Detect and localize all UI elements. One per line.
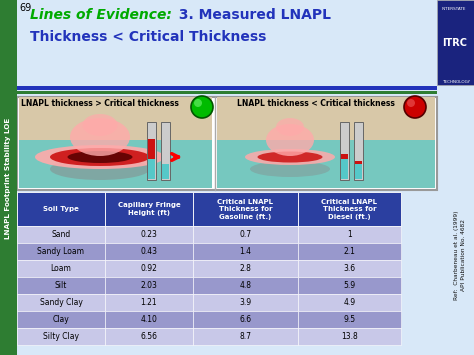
- Text: 6.6: 6.6: [239, 315, 252, 324]
- Text: 1.4: 1.4: [239, 247, 252, 256]
- Bar: [105, 294, 193, 311]
- Ellipse shape: [70, 118, 130, 156]
- Bar: [298, 294, 401, 311]
- Text: 69: 69: [19, 3, 31, 13]
- Text: Clay: Clay: [53, 315, 69, 324]
- Text: 2.1: 2.1: [344, 247, 356, 256]
- Text: 9.5: 9.5: [344, 315, 356, 324]
- Text: 13.8: 13.8: [341, 332, 358, 341]
- Ellipse shape: [50, 158, 150, 180]
- Bar: [193, 243, 298, 260]
- Text: Ref:  Charbeneau et al. (1999)
API Publication No. 4682: Ref: Charbeneau et al. (1999) API Public…: [454, 210, 466, 300]
- Text: 0.43: 0.43: [140, 247, 157, 256]
- Bar: [193, 328, 298, 345]
- Circle shape: [194, 99, 202, 107]
- Bar: [298, 277, 401, 294]
- Text: 8.7: 8.7: [239, 332, 252, 341]
- Text: Lines of Evidence:: Lines of Evidence:: [30, 8, 172, 22]
- Ellipse shape: [82, 114, 118, 136]
- Text: 3.9: 3.9: [239, 298, 252, 307]
- Text: 0.7: 0.7: [239, 230, 252, 239]
- Bar: [105, 260, 193, 277]
- Text: 6.56: 6.56: [140, 332, 157, 341]
- Text: LNAPL thickness < Critical thickness: LNAPL thickness < Critical thickness: [237, 99, 395, 108]
- Bar: [148, 159, 155, 179]
- Bar: [298, 192, 401, 226]
- Text: Sandy Clay: Sandy Clay: [39, 298, 82, 307]
- Bar: [298, 260, 401, 277]
- Text: Silt: Silt: [55, 281, 67, 290]
- Bar: [17, 243, 105, 260]
- Text: 0.92: 0.92: [141, 264, 157, 273]
- Bar: [193, 294, 298, 311]
- Bar: [437, 0, 474, 85]
- Ellipse shape: [35, 145, 165, 169]
- FancyBboxPatch shape: [17, 97, 437, 190]
- Text: Soil Type: Soil Type: [43, 206, 79, 212]
- Bar: [193, 311, 298, 328]
- Text: Silty Clay: Silty Clay: [43, 332, 79, 341]
- Bar: [105, 192, 193, 226]
- Bar: [193, 260, 298, 277]
- Ellipse shape: [245, 149, 335, 165]
- Bar: [17, 311, 105, 328]
- Bar: [298, 243, 401, 260]
- Text: INTERSTATE: INTERSTATE: [442, 7, 466, 11]
- Text: Thickness < Critical Thickness: Thickness < Critical Thickness: [30, 30, 266, 44]
- Bar: [0, 0, 17, 355]
- Text: 1: 1: [347, 230, 352, 239]
- Text: 3.6: 3.6: [344, 264, 356, 273]
- Bar: [217, 140, 435, 188]
- Text: 2.8: 2.8: [239, 264, 251, 273]
- Bar: [298, 226, 401, 243]
- Bar: [17, 91, 437, 94]
- Text: Critical LNAPL
Thickness for
Diesel (ft.): Critical LNAPL Thickness for Diesel (ft.…: [321, 198, 377, 219]
- Bar: [193, 192, 298, 226]
- Text: 4.8: 4.8: [239, 281, 252, 290]
- Bar: [147, 122, 156, 180]
- Bar: [105, 226, 193, 243]
- Text: 1.21: 1.21: [141, 298, 157, 307]
- Text: Sandy Loam: Sandy Loam: [37, 247, 84, 256]
- Bar: [105, 328, 193, 345]
- Text: 2.03: 2.03: [141, 281, 157, 290]
- Text: Sand: Sand: [51, 230, 71, 239]
- Ellipse shape: [257, 152, 322, 163]
- Text: TECHNOLOGY: TECHNOLOGY: [442, 80, 470, 84]
- Circle shape: [407, 99, 415, 107]
- Bar: [17, 277, 105, 294]
- Text: Critical LNAPL
Thickness for
Gasoline (ft.): Critical LNAPL Thickness for Gasoline (f…: [218, 198, 273, 219]
- Bar: [355, 161, 362, 164]
- Bar: [298, 328, 401, 345]
- Text: Loam: Loam: [51, 264, 72, 273]
- Bar: [105, 311, 193, 328]
- Text: Capillary Fringe
Height (ft): Capillary Fringe Height (ft): [118, 202, 181, 216]
- Bar: [17, 328, 105, 345]
- Bar: [105, 243, 193, 260]
- Text: 0.23: 0.23: [141, 230, 157, 239]
- Text: 4.9: 4.9: [344, 298, 356, 307]
- Bar: [148, 139, 155, 159]
- Bar: [354, 122, 363, 180]
- Text: ITRC: ITRC: [443, 38, 467, 48]
- Bar: [105, 277, 193, 294]
- Bar: [17, 294, 105, 311]
- Bar: [341, 159, 348, 179]
- Bar: [162, 164, 169, 179]
- Ellipse shape: [250, 161, 330, 177]
- Text: LNAPL thickness > Critical thickness: LNAPL thickness > Critical thickness: [21, 99, 179, 108]
- Bar: [161, 122, 170, 180]
- Bar: [17, 86, 437, 90]
- Ellipse shape: [266, 124, 314, 156]
- Text: LNAPL Footprint Stability LOE: LNAPL Footprint Stability LOE: [6, 118, 11, 239]
- Bar: [17, 260, 105, 277]
- Bar: [19, 97, 212, 188]
- Bar: [341, 154, 348, 159]
- Text: 3. Measured LNAPL: 3. Measured LNAPL: [174, 8, 331, 22]
- Circle shape: [191, 96, 213, 118]
- Bar: [217, 97, 435, 188]
- Bar: [193, 277, 298, 294]
- Bar: [298, 311, 401, 328]
- Bar: [193, 226, 298, 243]
- Bar: [17, 226, 105, 243]
